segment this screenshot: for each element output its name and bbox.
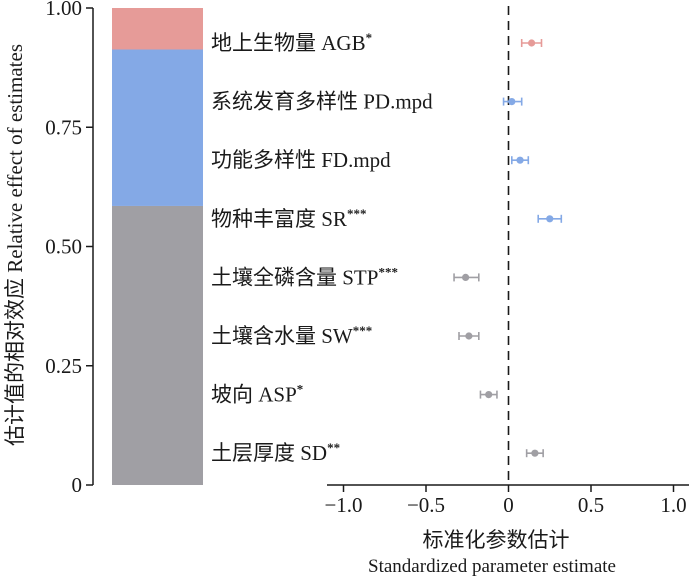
bar-y-tick-label-3: 0.75	[45, 115, 82, 139]
dot-x-tick-label-2: 0	[503, 493, 514, 517]
estimate-point-4	[462, 273, 470, 281]
x-axis-label-en: Standardized parameter estimate	[368, 556, 616, 577]
estimate-point-5	[465, 332, 473, 340]
y-axis-label: 估计值的相对效应 Relative effect of estimates	[3, 44, 27, 446]
stacked-bar-panel: 0 0.25 0.50 0.75 1.00	[45, 0, 203, 497]
estimate-point-1	[508, 98, 516, 106]
estimate-point-6	[485, 391, 493, 399]
variable-label-7: 土层厚度 SD**	[211, 440, 340, 465]
bar-segment-2	[112, 8, 203, 50]
variable-label-2: 功能多样性 FD.mpd	[211, 148, 391, 172]
estimate-point-3	[546, 215, 554, 223]
dot-x-tick-label-3: 0.5	[578, 493, 604, 517]
bar-y-tick-label-0: 0	[72, 473, 83, 497]
variable-label-4: 土壤全磷含量 STP***	[211, 264, 398, 289]
variable-label-0: 地上生物量 AGB*	[211, 30, 372, 55]
dot-x-tick-label-1: −0.5	[407, 493, 445, 517]
x-axis-label-cn: 标准化参数估计	[423, 528, 570, 552]
dot-whisker-panel: −1.0 −0.5 0 0.5 1.0 地上生物量 AGB* 系统发育多样性 PD.mpd 功…	[211, 6, 689, 517]
bar-segment-1	[112, 49, 203, 206]
bar-y-tick-label-1: 0.25	[45, 354, 82, 378]
bar-y-tick-label-2: 0.50	[45, 235, 82, 259]
estimate-point-2	[516, 156, 524, 164]
dot-x-tick-label-0: −1.0	[324, 493, 362, 517]
variable-label-3: 物种丰富度 SR***	[211, 206, 366, 231]
dot-x-tick-label-4: 1.0	[660, 493, 686, 517]
bar-segment-0	[112, 205, 203, 485]
estimate-point-0	[528, 39, 536, 47]
variable-label-6: 坡向 ASP*	[211, 382, 303, 407]
variable-label-1: 系统发育多样性 PD.mpd	[211, 90, 433, 114]
bar-y-tick-label-4: 1.00	[45, 0, 82, 20]
variable-label-5: 土壤含水量 SW***	[211, 323, 372, 348]
estimate-point-7	[531, 449, 539, 457]
